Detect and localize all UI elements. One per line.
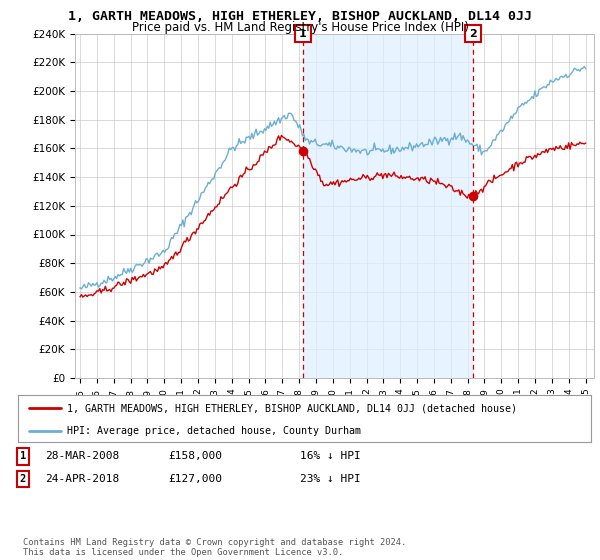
Text: Price paid vs. HM Land Registry's House Price Index (HPI): Price paid vs. HM Land Registry's House … (131, 21, 469, 34)
Text: 1: 1 (299, 29, 307, 39)
Text: 1, GARTH MEADOWS, HIGH ETHERLEY, BISHOP AUCKLAND, DL14 0JJ: 1, GARTH MEADOWS, HIGH ETHERLEY, BISHOP … (68, 10, 532, 22)
Text: 1, GARTH MEADOWS, HIGH ETHERLEY, BISHOP AUCKLAND, DL14 0JJ (detached house): 1, GARTH MEADOWS, HIGH ETHERLEY, BISHOP … (67, 403, 517, 413)
Text: £127,000: £127,000 (168, 474, 222, 484)
Text: 1: 1 (20, 451, 26, 461)
Text: Contains HM Land Registry data © Crown copyright and database right 2024.
This d: Contains HM Land Registry data © Crown c… (23, 538, 406, 557)
Text: 24-APR-2018: 24-APR-2018 (45, 474, 119, 484)
Text: 2: 2 (469, 29, 477, 39)
Text: 2: 2 (20, 474, 26, 484)
Text: £158,000: £158,000 (168, 451, 222, 461)
Text: HPI: Average price, detached house, County Durham: HPI: Average price, detached house, Coun… (67, 426, 361, 436)
Bar (303, 34, 473, 378)
Text: 28-MAR-2008: 28-MAR-2008 (45, 451, 119, 461)
Text: 23% ↓ HPI: 23% ↓ HPI (300, 474, 361, 484)
Text: 16% ↓ HPI: 16% ↓ HPI (300, 451, 361, 461)
